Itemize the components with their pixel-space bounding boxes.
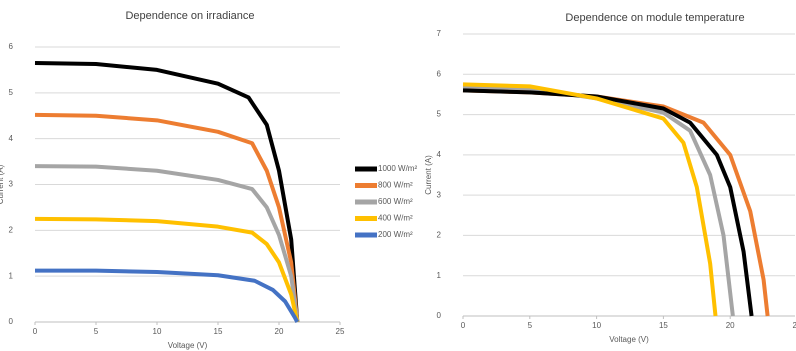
- x-tick-label: 20: [275, 327, 284, 336]
- y-tick-label: 6: [437, 69, 442, 78]
- y-tick-label: 1: [9, 271, 14, 280]
- x-axis-label: Voltage (V): [168, 341, 208, 350]
- legend-swatch: [355, 216, 377, 221]
- y-tick-label: 0: [437, 311, 442, 320]
- y-tick-label: 4: [9, 134, 14, 143]
- legend-label: 1000 W/m²: [378, 164, 417, 173]
- legend-label: 600 W/m²: [378, 197, 413, 206]
- y-tick-label: 2: [9, 225, 14, 234]
- x-tick-label: 5: [528, 321, 533, 330]
- y-tick-label: 0: [9, 317, 14, 326]
- y-axis-label: Current (A): [0, 164, 5, 204]
- x-tick-label: 0: [33, 327, 38, 336]
- x-tick-label: 10: [592, 321, 601, 330]
- y-tick-label: 7: [437, 29, 442, 38]
- y-tick-label: 5: [9, 88, 14, 97]
- legend-swatch: [355, 232, 377, 238]
- chart-title: Dependence on irradiance: [125, 10, 254, 22]
- line: [34, 61, 300, 323]
- line: [35, 268, 300, 323]
- x-tick-label: 5: [94, 327, 99, 336]
- x-tick-label: 20: [726, 321, 735, 330]
- y-tick-label: 2: [437, 231, 442, 240]
- x-axis-label: Voltage (V): [609, 335, 649, 344]
- legend-label: 200 W/m²: [378, 230, 413, 239]
- y-tick-label: 5: [437, 110, 442, 119]
- legend-swatch: [355, 183, 377, 188]
- x-tick-label: 10: [153, 327, 162, 336]
- y-tick-label: 6: [9, 42, 14, 51]
- legend-swatch: [355, 166, 377, 172]
- legend-label: 800 W/m²: [378, 181, 413, 190]
- line: [34, 164, 300, 323]
- x-tick-label: 25: [336, 327, 345, 336]
- chart-title: Dependence on module temperature: [565, 12, 744, 24]
- y-tick-label: 3: [437, 190, 442, 199]
- x-tick-label: 25: [793, 321, 796, 330]
- line: [462, 82, 718, 317]
- line: [34, 112, 300, 323]
- x-tick-label: 15: [659, 321, 668, 330]
- legend-label: 400 W/m²: [378, 214, 413, 223]
- y-tick-label: 1: [437, 271, 442, 280]
- y-tick-label: 4: [437, 150, 442, 159]
- line: [462, 88, 754, 317]
- x-tick-label: 15: [214, 327, 223, 336]
- legend-swatch: [355, 199, 377, 205]
- line: [34, 216, 300, 323]
- line: [462, 84, 735, 317]
- x-tick-label: 0: [461, 321, 466, 330]
- y-axis-label: Current (A): [424, 155, 433, 195]
- y-tick-label: 3: [9, 180, 14, 189]
- line: [462, 88, 770, 317]
